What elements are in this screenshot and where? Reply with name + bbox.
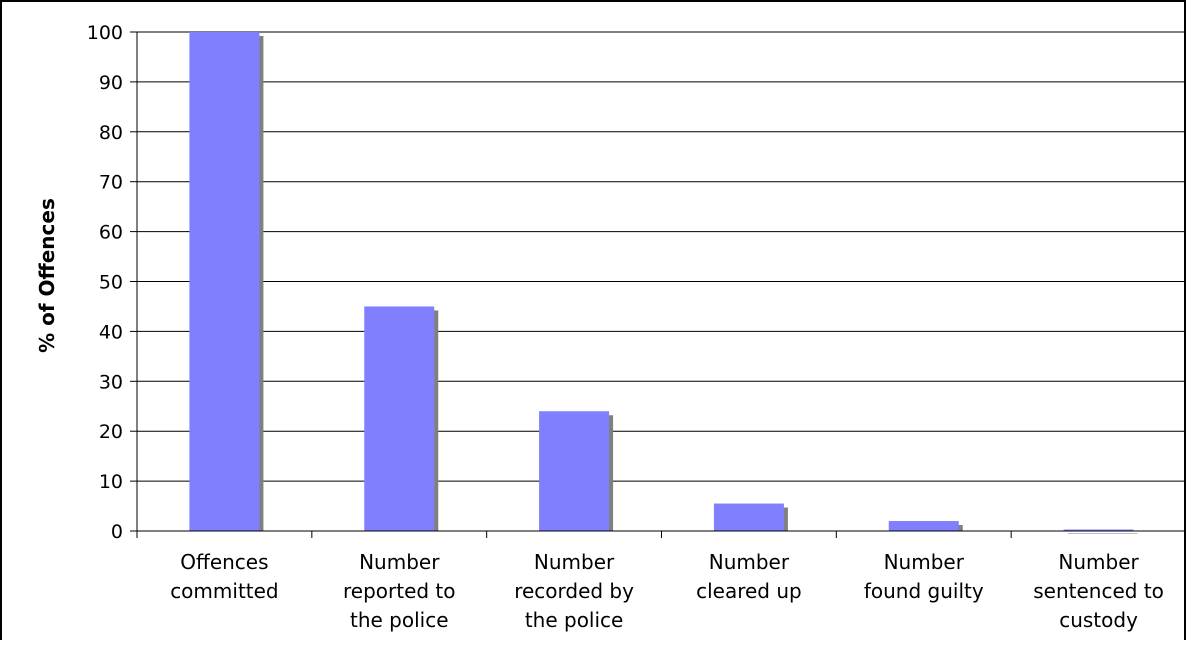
y-tick-label: 70	[99, 172, 123, 194]
bar	[1063, 529, 1134, 531]
x-category-label: Number reported to the police	[343, 550, 456, 632]
y-tick-labels: 0 10 20 30 40 50 60 70 80 90 100	[87, 22, 123, 543]
x-category-label: Number cleared up	[696, 550, 802, 603]
bar	[539, 411, 610, 531]
bar	[713, 503, 784, 531]
gridlines	[137, 31, 1186, 482]
y-tick-label: 0	[111, 521, 123, 543]
y-tick-label: 50	[99, 272, 123, 294]
y-tick-label: 20	[99, 421, 123, 443]
axes	[130, 31, 1186, 538]
x-category-labels: Offences committed Number reported to the po…	[170, 550, 1164, 632]
y-tick-label: 80	[99, 122, 123, 144]
x-category-label: Number found guilty	[864, 550, 984, 603]
x-category-label: Number sentenced to custody	[1033, 550, 1164, 632]
bars	[189, 32, 1138, 535]
x-category-label: Number recorded by the police	[514, 550, 634, 632]
x-category-label: Offences committed	[170, 550, 278, 603]
bar	[888, 521, 959, 531]
y-axis-title: % of Offences	[35, 198, 59, 353]
y-tick-label: 40	[99, 321, 123, 343]
y-tick-label: 10	[99, 471, 123, 493]
bar	[189, 32, 260, 531]
y-tick-label: 30	[99, 371, 123, 393]
bar	[364, 306, 435, 531]
y-tick-label: 60	[99, 222, 123, 244]
y-tick-label: 90	[99, 72, 123, 94]
bar-shadow	[1067, 533, 1138, 535]
y-tick-label: 100	[87, 22, 123, 44]
